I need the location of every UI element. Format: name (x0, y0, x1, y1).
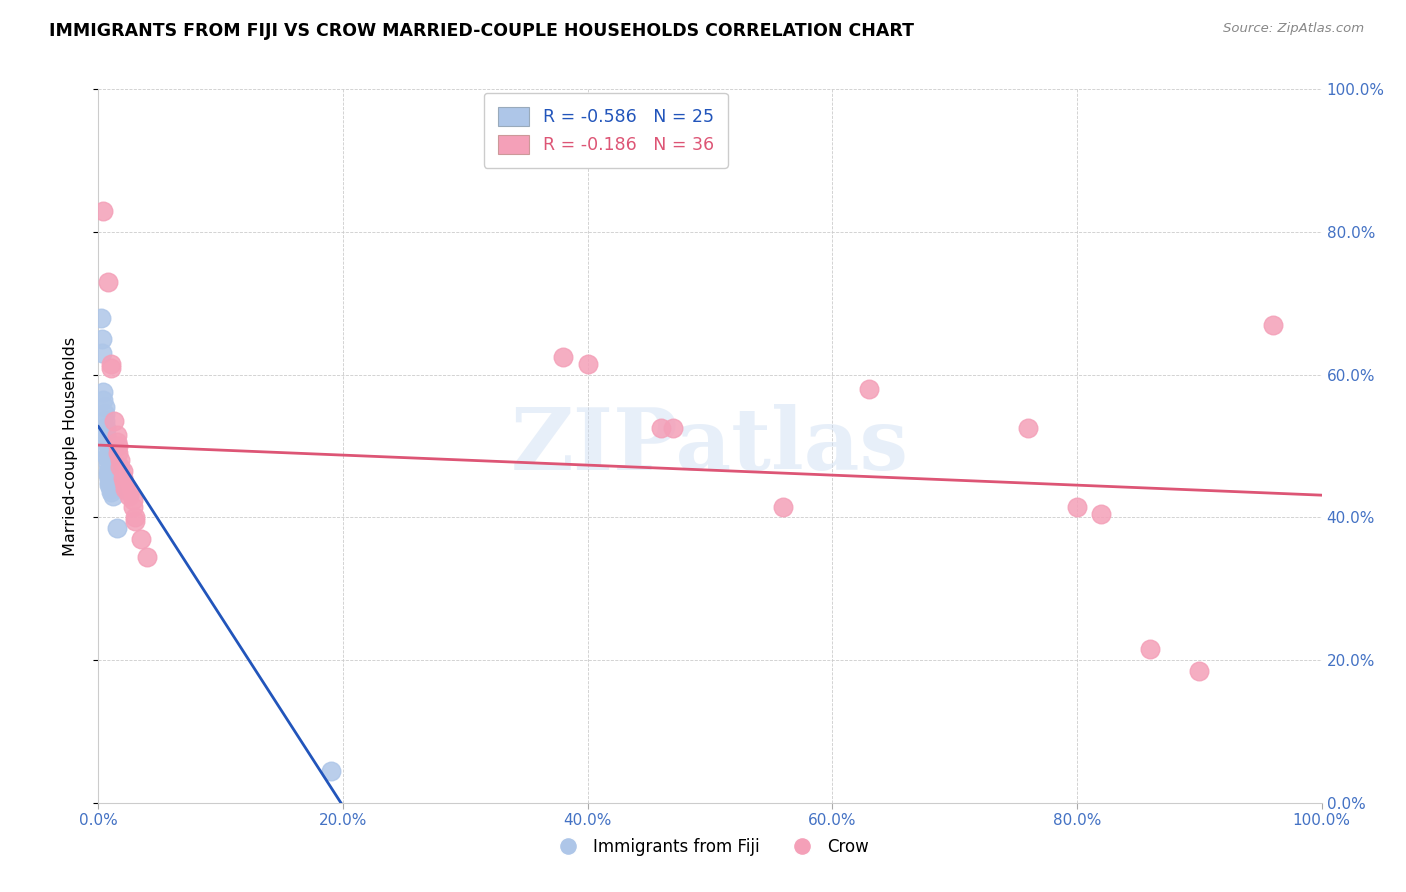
Point (91, 385, 114, 400)
Point (100, 360, 122, 375)
Point (97, 457, 120, 471)
Point (98, 475, 121, 489)
Point (129, 532, 152, 546)
Text: IMMIGRANTS FROM FIJI VS CROW MARRIED-COUPLE HOUSEHOLDS CORRELATION CHART: IMMIGRANTS FROM FIJI VS CROW MARRIED-COU… (49, 22, 914, 40)
Point (1261, 318, 1284, 332)
Point (94, 421, 117, 435)
Point (93, 414, 115, 428)
Point (110, 460, 132, 475)
Point (114, 482, 136, 496)
Point (90, 310, 112, 325)
Point (1090, 507, 1112, 521)
Point (112, 475, 135, 489)
Point (93, 400, 115, 414)
Point (118, 485, 141, 500)
Point (111, 471, 134, 485)
Point (96, 442, 118, 457)
Point (105, 428, 128, 442)
Point (1066, 500, 1088, 514)
Point (91, 346, 114, 360)
Point (103, 414, 125, 428)
Point (91, 392, 114, 407)
Point (107, 446, 129, 460)
Point (97, 464, 120, 478)
Point (319, 764, 342, 778)
Point (98, 471, 121, 485)
Point (111, 464, 134, 478)
Point (100, 482, 122, 496)
Point (96, 450, 118, 464)
Point (93, 407, 115, 421)
Point (121, 492, 143, 507)
Point (100, 357, 122, 371)
Y-axis label: Married-couple Households: Married-couple Households (63, 336, 77, 556)
Point (97, 467, 120, 482)
Point (94, 428, 117, 442)
Point (858, 382, 880, 396)
Legend: Immigrants from Fiji, Crow: Immigrants from Fiji, Crow (546, 831, 875, 863)
Point (650, 421, 672, 435)
Point (553, 350, 575, 364)
Point (100, 485, 122, 500)
Point (772, 500, 794, 514)
Point (94, 435, 117, 450)
Point (105, 521, 128, 535)
Point (1017, 421, 1039, 435)
Point (98, 478, 121, 492)
Point (124, 510, 146, 524)
Point (662, 421, 685, 435)
Point (105, 435, 128, 450)
Point (107, 439, 129, 453)
Point (1139, 642, 1161, 657)
Point (121, 500, 143, 514)
Point (136, 549, 159, 564)
Point (1188, 664, 1211, 678)
Point (97, 275, 120, 289)
Point (114, 478, 136, 492)
Point (96, 450, 118, 464)
Point (101, 489, 124, 503)
Point (91, 203, 114, 218)
Text: ZIPatlas: ZIPatlas (510, 404, 910, 488)
Point (110, 453, 132, 467)
Text: Source: ZipAtlas.com: Source: ZipAtlas.com (1223, 22, 1364, 36)
Point (118, 489, 141, 503)
Point (576, 357, 599, 371)
Point (91, 332, 114, 346)
Point (124, 514, 146, 528)
